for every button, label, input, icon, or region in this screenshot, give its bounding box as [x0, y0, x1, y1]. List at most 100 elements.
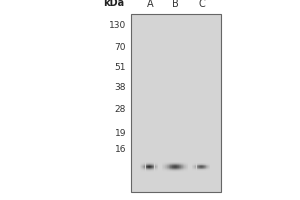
Bar [201, 163, 202, 164]
Bar [204, 169, 205, 170]
Bar [173, 162, 174, 163]
Bar [202, 164, 203, 165]
Bar [173, 164, 174, 165]
Bar [149, 164, 150, 165]
Bar [171, 162, 172, 163]
Bar [144, 166, 145, 167]
Bar [163, 163, 164, 164]
Bar [169, 162, 170, 163]
Bar [162, 167, 163, 168]
Bar [164, 171, 165, 172]
Bar [168, 171, 169, 172]
Bar [196, 163, 197, 164]
Bar [196, 169, 197, 170]
Bar [163, 168, 164, 169]
Bar [149, 162, 150, 163]
Bar [180, 163, 181, 164]
Bar [205, 169, 206, 170]
Bar [194, 170, 195, 171]
Bar [140, 165, 141, 166]
Bar [204, 164, 205, 165]
Bar [140, 162, 141, 163]
Bar [173, 171, 174, 172]
Bar [207, 166, 208, 167]
Bar [144, 171, 145, 172]
Bar [192, 165, 193, 166]
Bar [151, 167, 152, 168]
Bar [165, 168, 166, 169]
Bar [145, 166, 146, 167]
Bar [162, 171, 163, 172]
Bar [174, 171, 175, 172]
Bar [172, 167, 173, 168]
Bar [147, 169, 148, 170]
Bar [168, 168, 169, 169]
Bar [192, 164, 193, 165]
Bar [173, 165, 174, 166]
Bar [172, 165, 173, 166]
Bar [202, 169, 203, 170]
Bar [147, 168, 148, 169]
Bar [206, 165, 207, 166]
Bar [196, 166, 197, 167]
Bar [185, 167, 186, 168]
Bar [163, 164, 164, 165]
Bar [145, 165, 146, 166]
Bar [144, 164, 145, 165]
Bar [157, 163, 158, 164]
Bar [186, 169, 187, 170]
Bar [148, 171, 149, 172]
Bar [146, 169, 147, 170]
Bar [182, 169, 183, 170]
Bar [142, 170, 143, 171]
Bar [144, 165, 145, 166]
Bar [164, 166, 165, 167]
Text: A: A [147, 0, 153, 9]
Bar [205, 166, 206, 167]
Bar [141, 162, 142, 163]
Bar [203, 165, 204, 166]
Bar [179, 167, 180, 168]
Text: 28: 28 [115, 104, 126, 114]
Bar [206, 163, 207, 164]
Bar [178, 166, 179, 167]
Bar [156, 170, 157, 171]
Bar [201, 170, 202, 171]
Bar [142, 168, 143, 169]
Bar [183, 170, 184, 171]
Bar [173, 166, 174, 167]
Bar [147, 165, 148, 166]
Bar [167, 164, 168, 165]
Bar [179, 169, 180, 170]
Bar [143, 162, 144, 163]
Bar [154, 170, 155, 171]
Bar [198, 168, 199, 169]
Bar [176, 170, 177, 171]
Bar [182, 164, 183, 165]
Bar [172, 162, 173, 163]
Bar [195, 167, 196, 168]
Bar [183, 164, 184, 165]
Bar [164, 163, 165, 164]
Bar [186, 164, 187, 165]
Bar [200, 164, 201, 165]
Bar [184, 166, 185, 167]
Bar [177, 164, 178, 165]
Bar [193, 165, 194, 166]
Bar [187, 165, 188, 166]
Bar [202, 170, 203, 171]
Bar [143, 167, 144, 168]
Bar [145, 168, 146, 169]
Bar [154, 168, 155, 169]
Bar [200, 163, 201, 164]
Bar [207, 169, 208, 170]
Text: 38: 38 [115, 83, 126, 92]
Bar [183, 163, 184, 164]
Bar [180, 165, 181, 166]
Bar [141, 164, 142, 165]
Bar [154, 171, 155, 172]
Bar [151, 164, 152, 165]
Bar [202, 168, 203, 169]
Bar [194, 164, 195, 165]
Bar [200, 166, 201, 167]
